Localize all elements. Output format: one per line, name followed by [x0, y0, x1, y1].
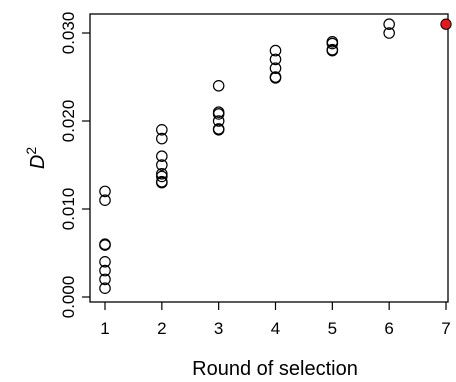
data-point: [383, 18, 395, 30]
y-axis: 0.000 0.010 0.020 0.030: [59, 12, 90, 319]
data-points: [99, 18, 452, 294]
data-point: [156, 168, 168, 180]
plot-box: [89, 13, 449, 303]
x-tick-label: 5: [328, 319, 337, 338]
data-point: [99, 239, 111, 251]
data-point: [99, 194, 111, 206]
data-point: [269, 44, 282, 57]
x-tick-label: 7: [441, 319, 450, 338]
data-point: [212, 123, 225, 135]
data-point: [99, 282, 111, 294]
data-point: [156, 159, 168, 171]
data-point: [326, 37, 339, 50]
y-tick-label: 0.030: [59, 12, 78, 55]
x-tick-label: 3: [214, 319, 223, 338]
data-point: [269, 53, 282, 66]
x-tick-label: 6: [384, 319, 393, 338]
data-point: [99, 273, 111, 286]
data-point: [383, 27, 395, 39]
data-point: [212, 80, 225, 92]
data-point: [212, 108, 225, 120]
x-tick-label: 2: [157, 319, 166, 338]
x-tick-label: 1: [100, 319, 109, 338]
data-point: [99, 255, 111, 268]
data-point: [269, 62, 282, 74]
y-axis-title-main: D: [27, 155, 49, 169]
data-point: [156, 132, 168, 145]
y-tick-label: 0.020: [59, 100, 78, 143]
highlight-point: [440, 18, 452, 30]
data-point: [99, 238, 111, 250]
data-point: [99, 185, 111, 198]
x-tick-label: 4: [271, 319, 280, 338]
data-point: [326, 43, 339, 56]
data-point: [156, 150, 168, 162]
data-point: [269, 72, 282, 84]
x-axis: 1 2 3 4 5 6 7: [100, 302, 451, 338]
y-axis-title-superscript: 2: [23, 147, 39, 155]
data-point: [156, 170, 168, 183]
data-point: [156, 175, 168, 188]
data-point: [212, 115, 225, 127]
y-axis-title: D2: [23, 147, 49, 169]
data-point: [99, 264, 111, 277]
y-tick-label: 0.010: [59, 188, 78, 231]
y-tick-label: 0.000: [59, 276, 78, 319]
x-axis-title: Round of selection: [192, 358, 358, 380]
data-point: [156, 124, 168, 136]
